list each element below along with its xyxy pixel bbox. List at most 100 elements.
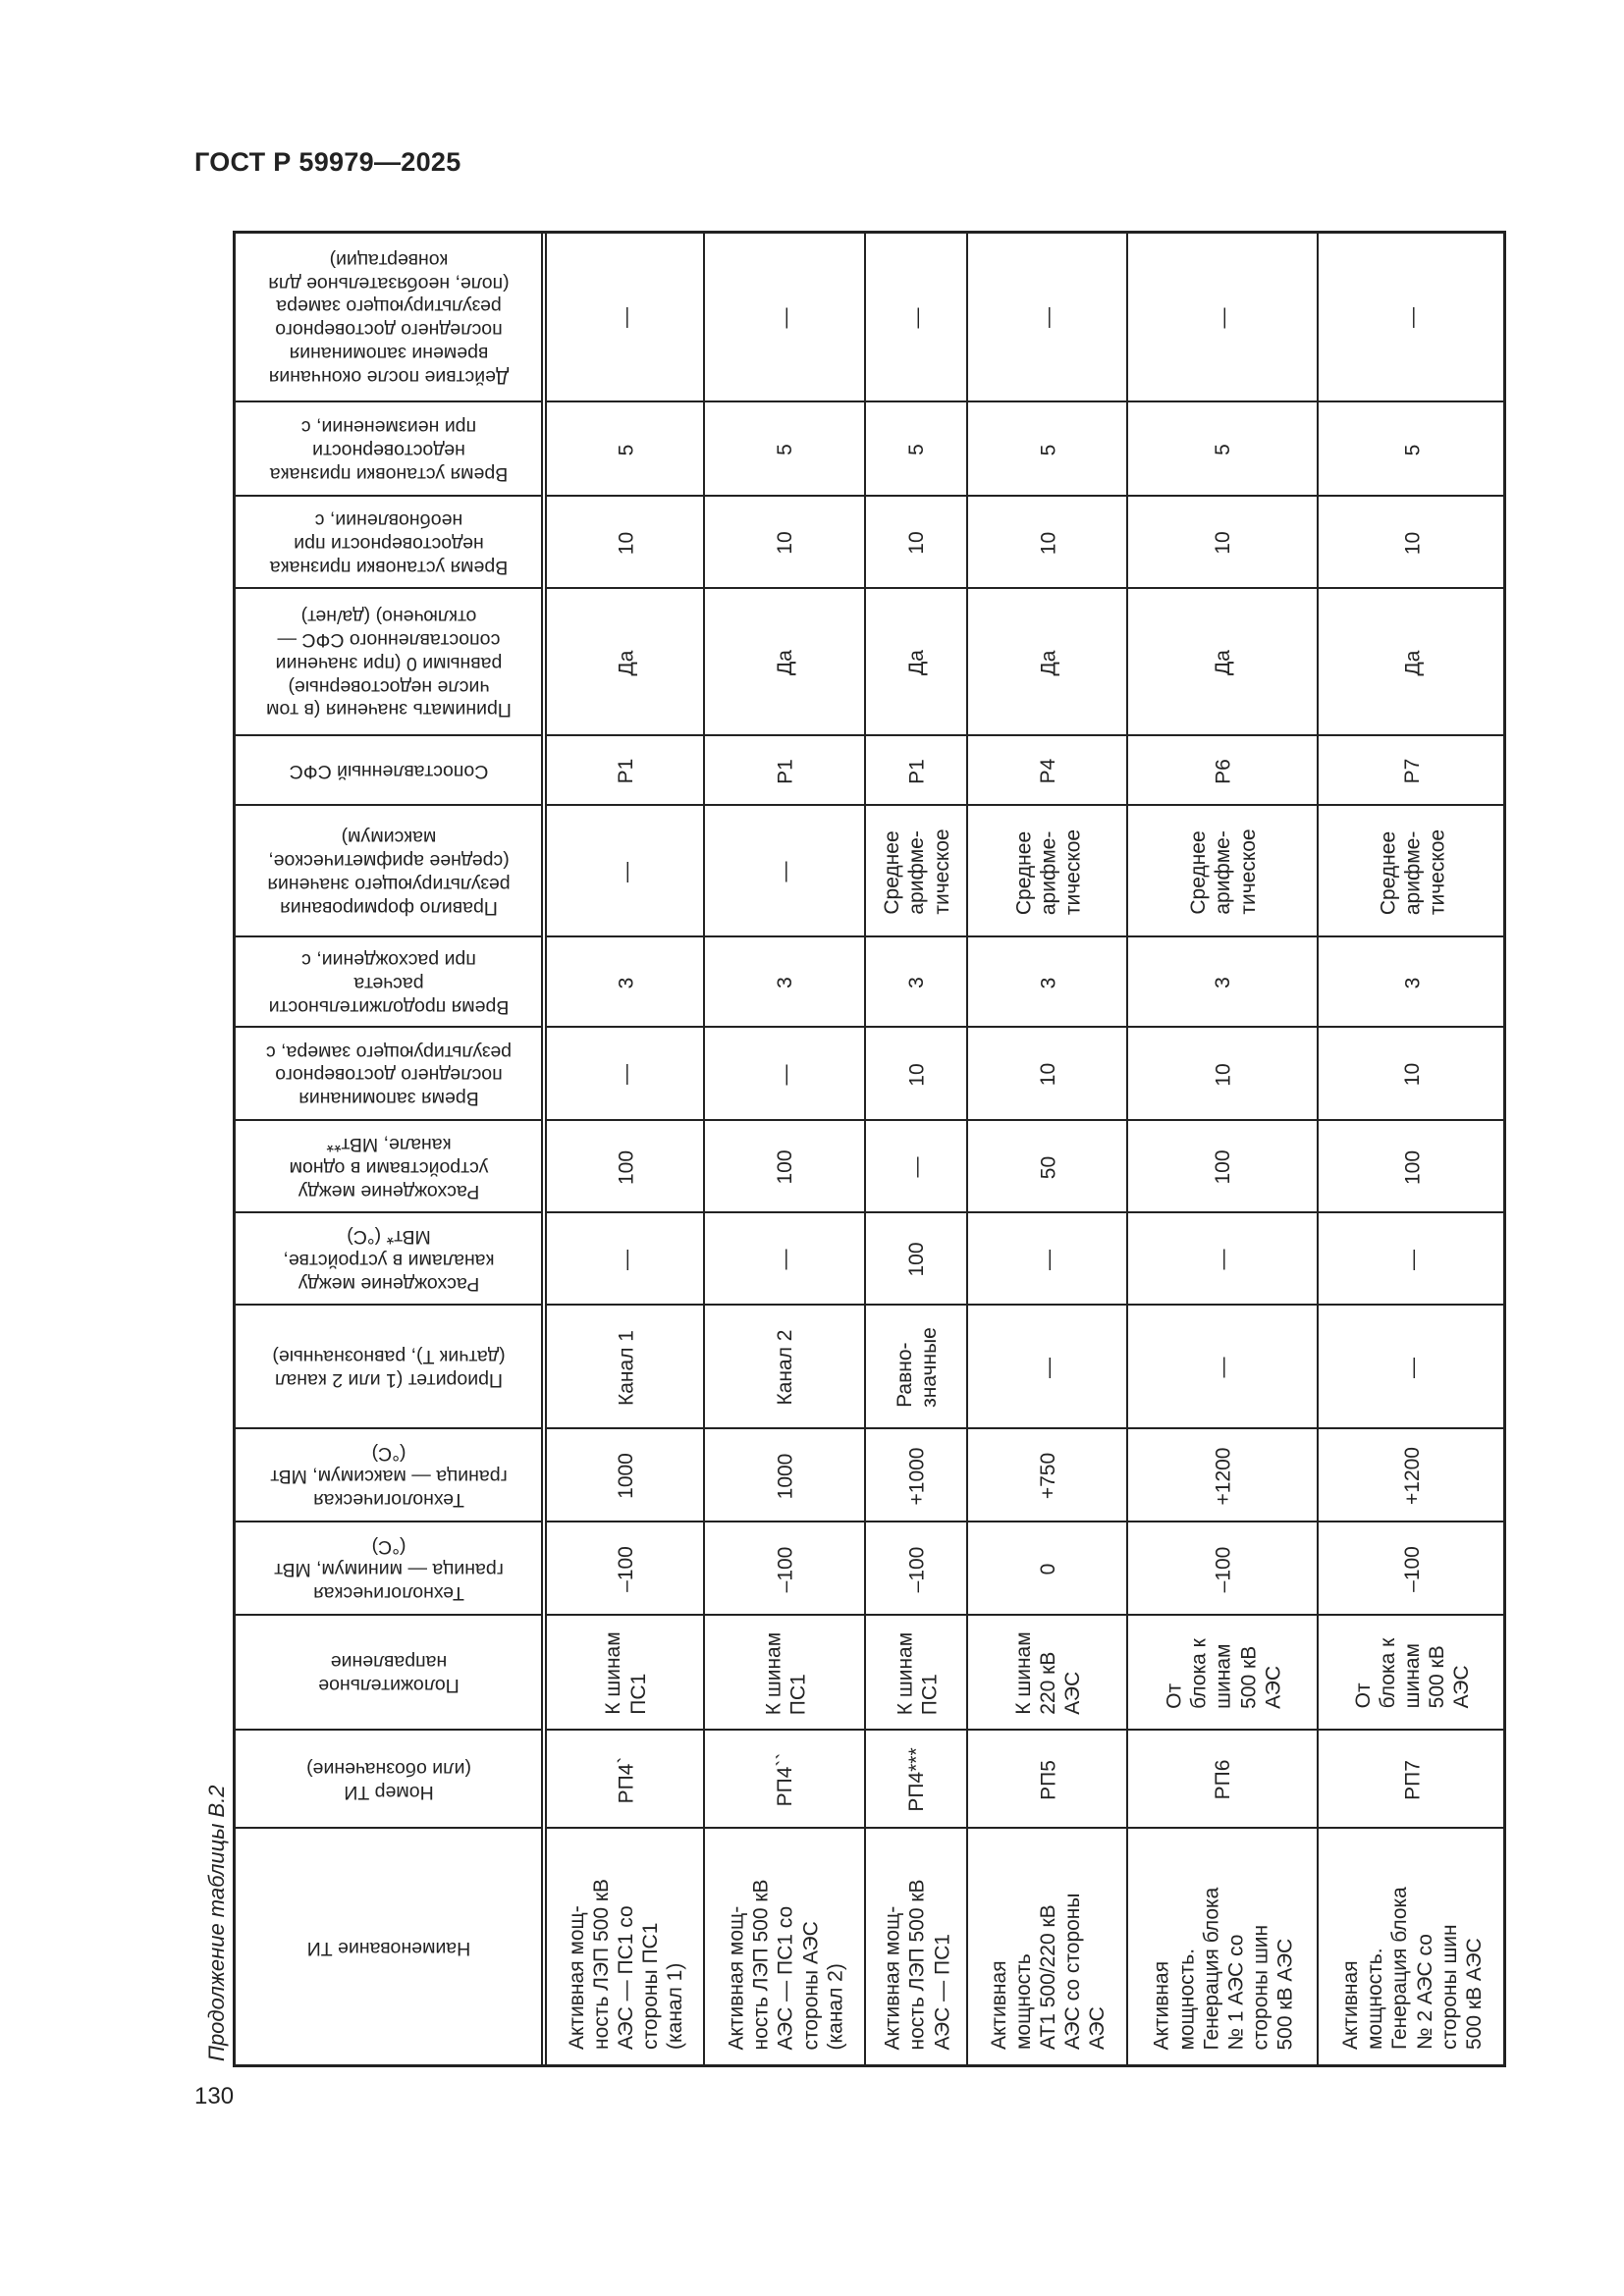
cell-text: Среднее арифме- тическое bbox=[1011, 828, 1085, 915]
table-cell: 10 bbox=[1127, 496, 1318, 588]
table-cell: Активная мощность АТ1 500/220 кВ АЭС со … bbox=[967, 1828, 1127, 2066]
cell-text: К шинам ПС1 bbox=[761, 1631, 809, 1715]
cell-text: Расхождение между устройствами в одном к… bbox=[289, 1134, 489, 1202]
column-header: Наименование ТИ bbox=[233, 1828, 543, 2066]
table-cell: РП5 bbox=[967, 1730, 1127, 1828]
table-cell: — bbox=[546, 1212, 704, 1305]
table-cell: 5 bbox=[546, 401, 704, 496]
table-cell: 3 bbox=[865, 936, 967, 1027]
cell-text: +1000 bbox=[905, 1447, 929, 1505]
cell-text: Активная мощ- ность ЛЭП 500 кВ АЭС — ПС1 bbox=[881, 1878, 953, 2050]
table-cell: 100 bbox=[1318, 1120, 1505, 1212]
cell-text: Активная мощность. Генерация блока № 2 А… bbox=[1338, 1887, 1486, 2050]
table-cell: Да bbox=[865, 588, 967, 735]
cell-text: 100 bbox=[1212, 1149, 1235, 1185]
table-cell: РП7 bbox=[1318, 1730, 1505, 1828]
cell-text: Р4 bbox=[1036, 758, 1059, 784]
cell-text: 10 bbox=[1400, 1062, 1424, 1087]
column-header: Технологическая граница — минимум, МВт (… bbox=[233, 1522, 543, 1615]
table-cell: РП6 bbox=[1127, 1730, 1318, 1828]
table-cell: 1000 bbox=[704, 1428, 865, 1522]
table-cell: Среднее арифме- тическое bbox=[1318, 805, 1505, 936]
table-cell: — bbox=[704, 1027, 865, 1120]
table-cell: Среднее арифме- тическое bbox=[1127, 805, 1318, 936]
table-cell: 100 bbox=[704, 1120, 865, 1212]
cell-text: — bbox=[774, 1249, 797, 1270]
table-cell: 3 bbox=[704, 936, 865, 1027]
cell-text: –100 bbox=[614, 1546, 637, 1592]
cell-text: 5 bbox=[1400, 444, 1424, 455]
table-cell: 5 bbox=[967, 401, 1127, 496]
column-header: Расхождение между устройствами в одном к… bbox=[233, 1120, 543, 1212]
cell-text: — bbox=[1400, 307, 1424, 328]
table-cell: –100 bbox=[1127, 1522, 1318, 1615]
cell-text: Активная мощность АТ1 500/220 кВ АЭС со … bbox=[987, 1893, 1110, 2051]
table-cell: –100 bbox=[1318, 1522, 1505, 1615]
cell-text: Действие после окончания времени запомин… bbox=[268, 248, 510, 388]
column-header: Приоритет (1 или 2 канал (датчик Т), рав… bbox=[233, 1305, 543, 1428]
cell-text: 3 bbox=[905, 977, 929, 988]
table-cell: 10 bbox=[865, 496, 967, 588]
table-cell: +750 bbox=[967, 1428, 1127, 1522]
cell-text: +1200 bbox=[1400, 1447, 1424, 1505]
table-cell: 10 bbox=[704, 496, 865, 588]
table-cell: — bbox=[1318, 1212, 1505, 1305]
table-cell: — bbox=[1127, 1305, 1318, 1428]
table-cell: РП4*** bbox=[865, 1730, 967, 1828]
cell-text: Да bbox=[614, 650, 637, 675]
cell-text: 5 bbox=[774, 444, 797, 455]
cell-text: 50 bbox=[1036, 1155, 1059, 1179]
table-cell: — bbox=[865, 232, 967, 401]
column-header: Принимать значения (в том числе недостов… bbox=[233, 588, 543, 735]
cell-text: — bbox=[1212, 307, 1235, 328]
cell-text: 100 bbox=[1400, 1149, 1424, 1185]
cell-text: — bbox=[1036, 1357, 1059, 1378]
table-cell: Р6 bbox=[1127, 735, 1318, 805]
cell-text: Среднее арифме- тическое bbox=[1376, 828, 1449, 915]
cell-text: +750 bbox=[1036, 1452, 1059, 1500]
column-header: Номер ТИ (или обозначение) bbox=[233, 1730, 543, 1828]
cell-text: Да bbox=[1212, 650, 1235, 675]
table-cell: 1000 bbox=[546, 1428, 704, 1522]
column-header: Время установки признака недостоверности… bbox=[233, 496, 543, 588]
table-cell: 10 bbox=[546, 496, 704, 588]
cell-text: — bbox=[1212, 1357, 1235, 1378]
cell-text: +1200 bbox=[1212, 1447, 1235, 1505]
table-cell: — bbox=[1127, 232, 1318, 401]
table-cell: +1200 bbox=[1318, 1428, 1505, 1522]
table-cell: — bbox=[967, 1212, 1127, 1305]
cell-text: 3 bbox=[614, 977, 637, 988]
cell-text: Принимать значения (в том числе недостов… bbox=[266, 606, 512, 721]
table-cell: Р1 bbox=[546, 735, 704, 805]
table-cell: Да bbox=[1318, 588, 1505, 735]
table-cell: К шинам ПС1 bbox=[865, 1615, 967, 1730]
cell-text: Среднее арифме- тическое bbox=[1187, 828, 1260, 915]
cell-text: — bbox=[614, 307, 637, 328]
table-cell: Активная мощ- ность ЛЭП 500 кВ АЭС — ПС1… bbox=[704, 1828, 865, 2066]
table-cell: 10 bbox=[967, 1027, 1127, 1120]
cell-text: Номер ТИ (или обозначение) bbox=[306, 1758, 471, 1803]
table-cell: — bbox=[1318, 232, 1505, 401]
table-cell: От блока к шинам 500 кВ АЭС bbox=[1127, 1615, 1318, 1730]
cell-text: Время установки признака недостоверности… bbox=[269, 509, 509, 578]
cell-text: Среднее арифме- тическое bbox=[881, 828, 953, 915]
cell-text: Время запоминания последнего достоверног… bbox=[265, 1041, 513, 1110]
table-cell: 0 bbox=[967, 1522, 1127, 1615]
cell-text: Канал 2 bbox=[774, 1329, 797, 1406]
cell-text: 1000 bbox=[774, 1453, 797, 1499]
table-cell: Равно- значные bbox=[865, 1305, 967, 1428]
cell-text: Активная мощ- ность ЛЭП 500 кВ АЭС — ПС1… bbox=[565, 1878, 687, 2050]
cell-text: Да bbox=[905, 650, 929, 675]
cell-text: — bbox=[774, 307, 797, 328]
cell-text: 10 bbox=[905, 1062, 929, 1087]
table-cell: — bbox=[704, 805, 865, 936]
cell-text: –100 bbox=[1400, 1546, 1424, 1592]
table-cell: К шинам ПС1 bbox=[704, 1615, 865, 1730]
cell-text: Да bbox=[1400, 650, 1424, 675]
table-cell: 100 bbox=[546, 1120, 704, 1212]
cell-text: 10 bbox=[614, 531, 637, 555]
cell-text: РП5 bbox=[1036, 1759, 1059, 1800]
cell-text: 5 bbox=[905, 444, 929, 455]
table-cell: — bbox=[546, 1027, 704, 1120]
table-cell: Среднее арифме- тическое bbox=[967, 805, 1127, 936]
